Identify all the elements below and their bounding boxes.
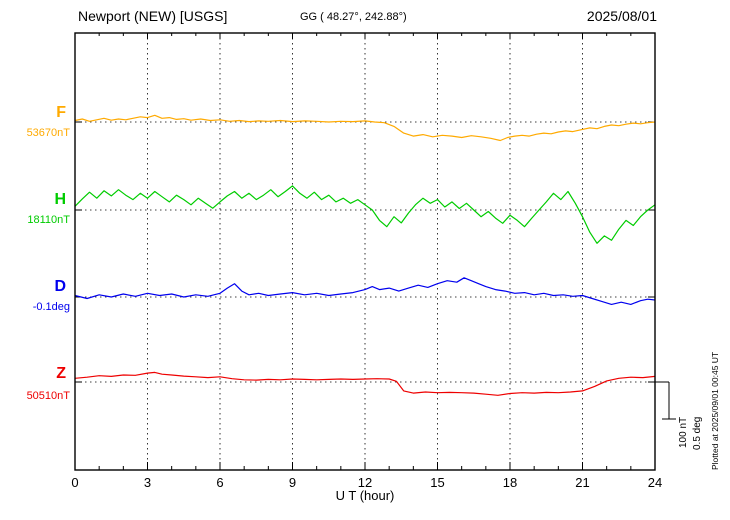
station-title: Newport (NEW) [USGS] [78,8,228,24]
channel-baseline-f: 53670nT [26,127,70,139]
svg-text:18: 18 [503,475,517,490]
channel-baseline-z: 50510nT [26,390,70,402]
svg-text:15: 15 [430,475,444,490]
channel-baseline-d: -0.1deg [32,301,70,313]
svg-text:9: 9 [289,475,296,490]
svg-text:3: 3 [144,475,151,490]
scale-label-deg: 0.5 deg [692,416,703,450]
plot-date: 2025/08/01 [586,8,657,24]
channel-baseline-h: 18110nT [27,214,70,226]
channel-label-h: H [54,191,66,208]
scale-label-nt: 100 nT [678,416,689,448]
plotted-at-note: Plotted at 2025/09/01 00:45 UT [710,351,720,470]
channel-label-d: D [54,278,66,295]
channel-label-z: Z [56,365,66,382]
svg-text:6: 6 [216,475,223,490]
svg-text:24: 24 [648,475,662,490]
svg-text:12: 12 [358,475,372,490]
geo-coordinates: GG ( 48.27°, 242.88°) [300,11,407,23]
x-axis-label: U T (hour) [335,488,395,503]
svg-text:21: 21 [575,475,589,490]
channel-label-f: F [56,104,66,121]
svg-text:0: 0 [71,475,78,490]
